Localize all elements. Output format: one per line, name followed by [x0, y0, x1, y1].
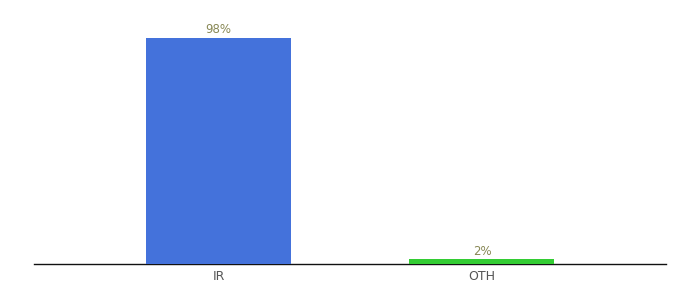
Text: 98%: 98%	[205, 23, 231, 36]
Text: 2%: 2%	[473, 244, 491, 257]
Bar	[146, 38, 291, 264]
Bar	[409, 260, 554, 264]
